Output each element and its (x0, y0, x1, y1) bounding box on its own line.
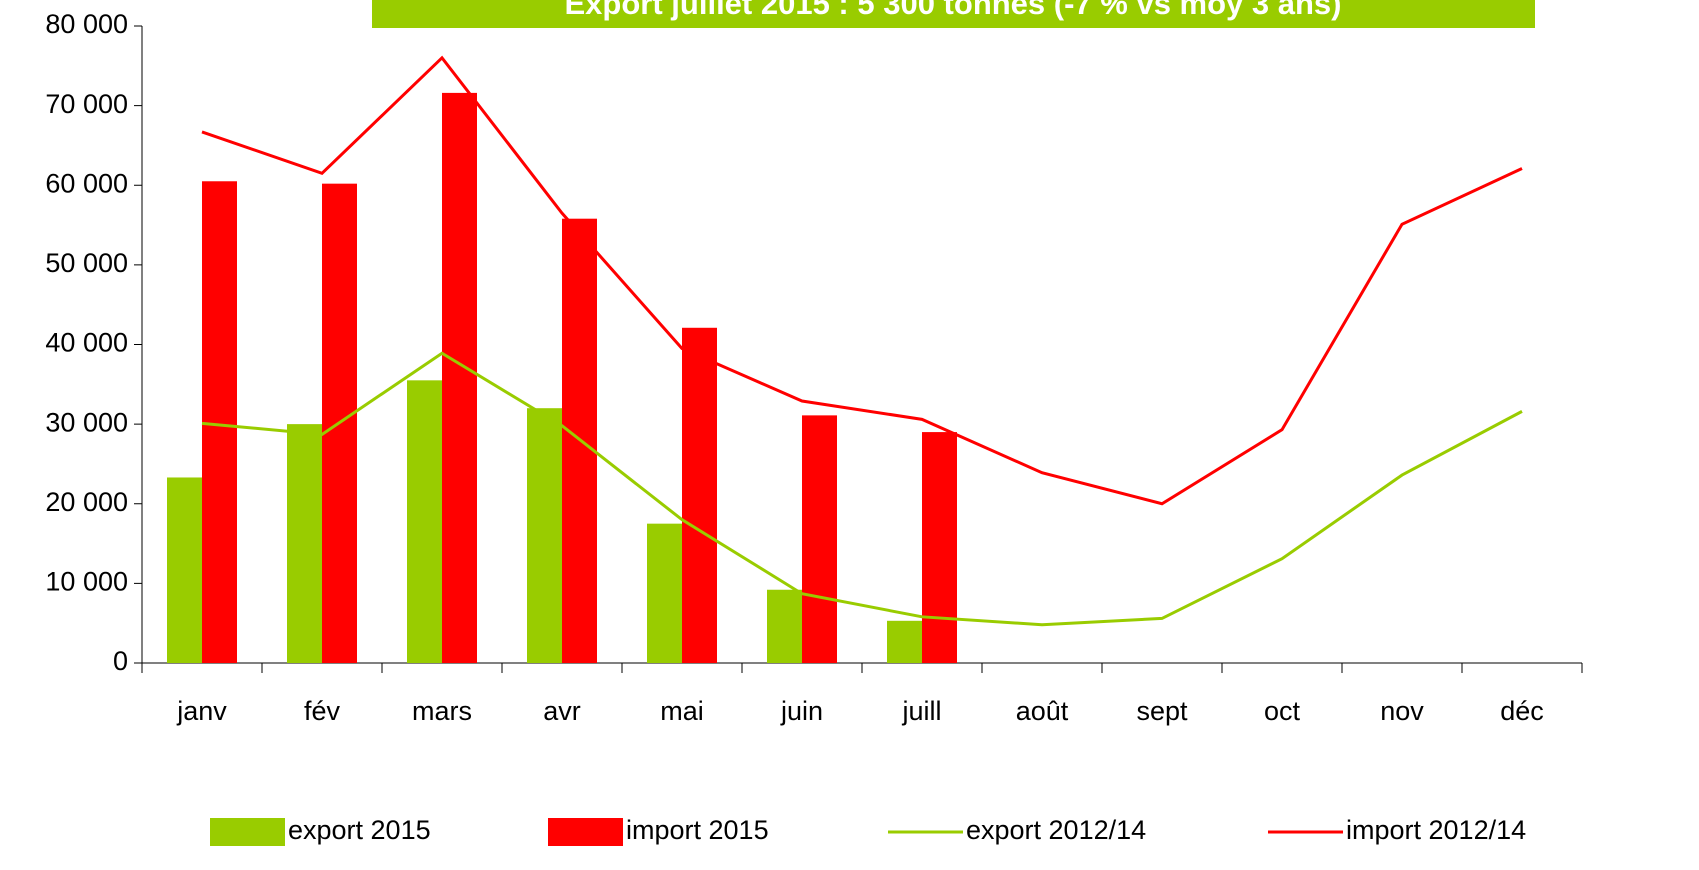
bar (202, 181, 237, 664)
legend-label: import 2012/14 (1346, 815, 1526, 845)
x-tick-label: juill (901, 696, 941, 726)
bar (407, 380, 442, 663)
legend-label: import 2015 (626, 815, 769, 845)
y-tick-label: 50 000 (45, 248, 128, 278)
bar (767, 589, 802, 663)
title-banner (372, 0, 1535, 28)
bar (442, 92, 477, 663)
x-tick-label: nov (1380, 696, 1424, 726)
x-tick-label: avr (543, 696, 581, 726)
x-tick-label: sept (1136, 696, 1188, 726)
y-tick-label: 10 000 (45, 567, 128, 597)
bar (922, 432, 957, 663)
bar (167, 477, 202, 663)
legend-swatch (210, 818, 285, 846)
bar (802, 415, 837, 663)
bar (287, 424, 322, 663)
y-tick-label: 30 000 (45, 407, 128, 437)
y-tick-label: 0 (113, 646, 128, 676)
x-tick-label: mars (412, 696, 472, 726)
x-tick-label: déc (1500, 696, 1544, 726)
legend-label: export 2012/14 (966, 815, 1146, 845)
bar (647, 523, 682, 663)
x-tick-label: mai (660, 696, 704, 726)
y-tick-label: 40 000 (45, 328, 128, 358)
legend-swatch (548, 818, 623, 846)
bar (527, 408, 562, 663)
line (201, 351, 1523, 627)
x-tick-label: août (1016, 696, 1069, 726)
y-tick-label: 20 000 (45, 487, 128, 517)
y-tick-label: 70 000 (45, 89, 128, 119)
legend-label: export 2015 (288, 815, 431, 845)
x-tick-label: fév (304, 696, 341, 726)
bar (682, 327, 717, 663)
line (201, 55, 1523, 506)
y-tick-label: 60 000 (45, 168, 128, 198)
bar (887, 620, 922, 663)
x-tick-label: janv (176, 696, 227, 726)
x-tick-label: oct (1264, 696, 1301, 726)
chart-title: Export juillet 2015 : 5 300 tonnes (-7 %… (565, 0, 1342, 21)
y-tick-label: 80 000 (45, 9, 128, 39)
x-tick-label: juin (780, 696, 823, 726)
